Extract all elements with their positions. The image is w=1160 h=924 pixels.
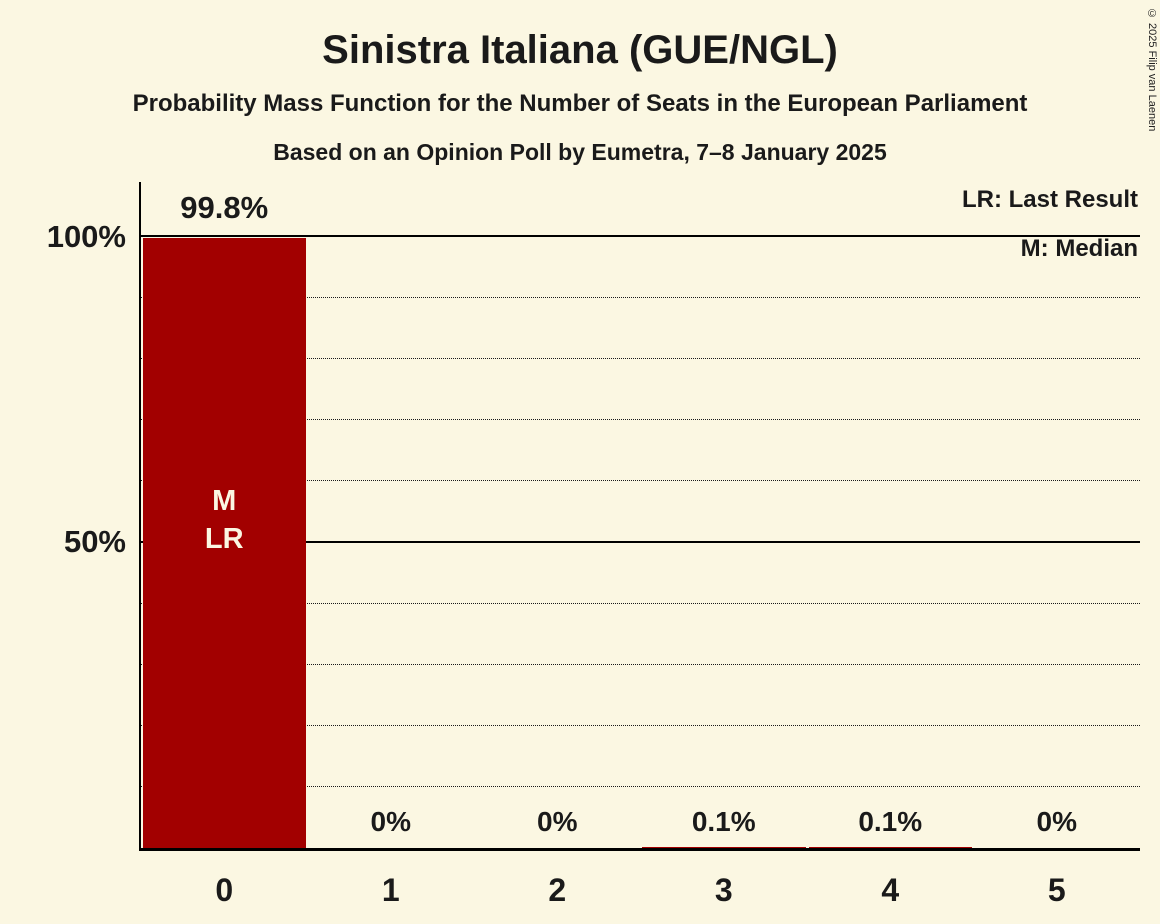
gridline-90-dotted: [141, 297, 1140, 299]
x-axis-tick-3: 3: [714, 872, 733, 908]
gridline-40-dotted: [141, 602, 1140, 604]
gridline-100-solid: [141, 235, 1140, 237]
gridline-60-dotted: [141, 480, 1140, 482]
bar-value-label-seat-3: 0.1%: [691, 806, 756, 837]
bar-value-label-seat-0: 99.8%: [180, 190, 269, 225]
gridline-50-solid: [141, 540, 1140, 543]
x-axis-tick-1: 1: [381, 872, 400, 908]
legend-last-result: LR: Last Result: [961, 186, 1138, 213]
y-axis-tick-100: 100%: [46, 219, 126, 254]
gridline-20-dotted: [141, 724, 1140, 726]
bar-marker-annotation: M LR: [141, 482, 308, 558]
bar-seat-0: [142, 238, 306, 848]
chart-title: Sinistra Italiana (GUE/NGL): [322, 28, 838, 72]
last-result-marker: LR: [204, 523, 244, 555]
bar-value-label-seat-5: 0%: [1036, 806, 1077, 837]
x-axis: 0 1 2 3 4 5: [141, 872, 1140, 916]
copyright-notice: © 2025 Filip van Laenen: [1146, 8, 1158, 132]
bar-seat-4: [808, 847, 972, 848]
gridline-80-dotted: [141, 358, 1140, 360]
gridline-70-dotted: [141, 419, 1140, 421]
x-axis-tick-4: 4: [881, 872, 900, 908]
median-marker: M: [212, 485, 237, 517]
legend-median: M: Median: [1020, 235, 1138, 262]
plot-area: LR: Last Result M: Median 99.8% M LR 0% …: [139, 182, 1140, 851]
x-axis-tick-2: 2: [548, 872, 567, 908]
bar-seat-3: [642, 847, 806, 848]
poll-info: Based on an Opinion Poll by Eumetra, 7–8…: [273, 139, 887, 165]
bar-value-label-seat-1: 0%: [370, 806, 411, 837]
gridline-30-dotted: [141, 663, 1140, 665]
bar-value-label-seat-2: 0%: [537, 806, 578, 837]
x-axis-tick-5: 5: [1047, 872, 1066, 908]
bar-value-label-seat-4: 0.1%: [858, 806, 923, 837]
chart-subtitle: Probability Mass Function for the Number…: [132, 90, 1028, 117]
x-axis-tick-0: 0: [215, 872, 234, 908]
y-axis-tick-50: 50%: [63, 524, 126, 559]
gridline-10-dotted: [141, 785, 1140, 787]
